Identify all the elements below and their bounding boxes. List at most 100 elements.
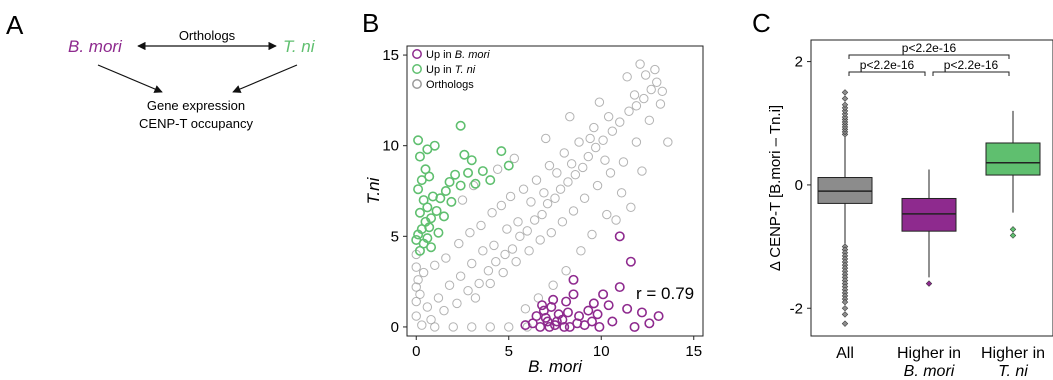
box-outlier [925, 280, 933, 287]
scatter-point [526, 197, 536, 207]
scatter-point [607, 316, 618, 327]
scatter-point [629, 90, 640, 100]
scatter-point [529, 215, 540, 225]
scatter-point [605, 168, 616, 178]
scatter-point [591, 142, 601, 153]
scatter-point [614, 231, 625, 242]
scatter-point [637, 166, 647, 176]
scatter-point [562, 307, 573, 318]
boxplot-marks [817, 89, 1041, 327]
scatter-point [568, 289, 579, 300]
box-outlier [1009, 226, 1017, 233]
scatter-point [444, 176, 455, 187]
scatter-point [505, 191, 516, 202]
scatter-point [625, 256, 636, 267]
scatter-point [550, 193, 560, 203]
scatter-point [470, 178, 481, 189]
scatter-point [476, 220, 486, 231]
scatter-point [655, 99, 666, 109]
boxplot-y-axis-label: Δ CENP-T [B.mori – Tn.i] [767, 105, 784, 271]
scatter-point [579, 193, 590, 203]
scatter-point [548, 280, 558, 290]
scatter-point [635, 59, 645, 69]
scatter-point [565, 111, 575, 122]
scatter-point [561, 266, 571, 276]
scatter-point [574, 311, 585, 322]
panel-c: C -2 0 2 p<2.2e-16 p<2.2e-16 p<2.2e-16 All Hi… [752, 8, 1053, 380]
scatter-point [652, 77, 662, 87]
scatter-point [430, 322, 440, 332]
significance-label: p<2.2e-16 [902, 41, 957, 55]
scatter-point [598, 289, 609, 300]
legend-label: Orthologs [426, 79, 474, 91]
scatter-point [433, 293, 444, 303]
scatter-point [414, 207, 425, 218]
scatter-point [594, 321, 605, 332]
scatter-point [491, 256, 501, 267]
scatter-point [414, 151, 425, 162]
box-outlier [841, 311, 849, 318]
box-outlier [841, 320, 849, 327]
category-label: All [836, 345, 854, 362]
scatter-point [644, 318, 655, 329]
scatter-point [561, 296, 572, 307]
scatter-point [444, 280, 455, 290]
significance-label: p<2.2e-16 [944, 58, 999, 72]
scatter-point [592, 309, 603, 320]
scatter-point [653, 311, 664, 322]
significance-brackets: p<2.2e-16 p<2.2e-16 p<2.2e-16 [848, 41, 1010, 76]
scatter-point [413, 135, 424, 146]
scatter-point [624, 106, 634, 116]
scatter-point [438, 211, 449, 222]
panel-a-letter: A [6, 10, 24, 40]
scatter-point [541, 133, 551, 144]
left-to-result-arrow [97, 64, 163, 93]
scatter-point [615, 117, 625, 127]
scatter-point [431, 205, 442, 216]
scatter-point [544, 160, 555, 171]
result-line1: Gene expression [147, 98, 245, 113]
significance-bracket [848, 54, 1010, 59]
scatter-frame [406, 45, 704, 337]
scatter-point [435, 193, 446, 204]
scatter-point [607, 126, 618, 136]
panel-b-letter: B [362, 8, 379, 38]
species-left-label: B. mori [68, 37, 123, 56]
scatter-point [551, 316, 562, 327]
scatter-point [546, 227, 556, 238]
box-outlier [1009, 232, 1017, 239]
scatter-point [422, 233, 433, 244]
scatter-point [518, 184, 529, 194]
scatter-point [485, 322, 495, 332]
scatter-point [455, 271, 466, 281]
scatter-point [576, 246, 586, 256]
scatter-point [454, 238, 464, 249]
scatter-point [483, 266, 494, 276]
y-tick-label: 5 [391, 228, 399, 245]
scatter-point [644, 115, 655, 126]
scatter-point [426, 242, 437, 253]
scatter-point [485, 175, 496, 186]
scatter-point [539, 188, 549, 198]
scatter-point [452, 298, 462, 309]
scatter-point [507, 244, 518, 254]
scatter-point [498, 267, 508, 278]
scatter-point [592, 180, 603, 191]
scatter-point [418, 195, 429, 206]
x-tick-label: 10 [593, 343, 610, 360]
scatter-point [411, 262, 421, 272]
scatter-point [574, 137, 584, 147]
scatter-point [468, 180, 479, 191]
box-outlier [841, 95, 849, 102]
scatter-point [470, 293, 481, 303]
y-tick-label: 0 [795, 177, 803, 194]
scatter-point [636, 307, 647, 318]
scatter-point [422, 302, 433, 312]
scatter-point [413, 275, 423, 285]
scatter-point [465, 227, 475, 238]
scatter-point [585, 133, 595, 144]
scatter-point [474, 278, 484, 289]
scatter-point [544, 321, 555, 332]
scatter-point [457, 195, 468, 205]
